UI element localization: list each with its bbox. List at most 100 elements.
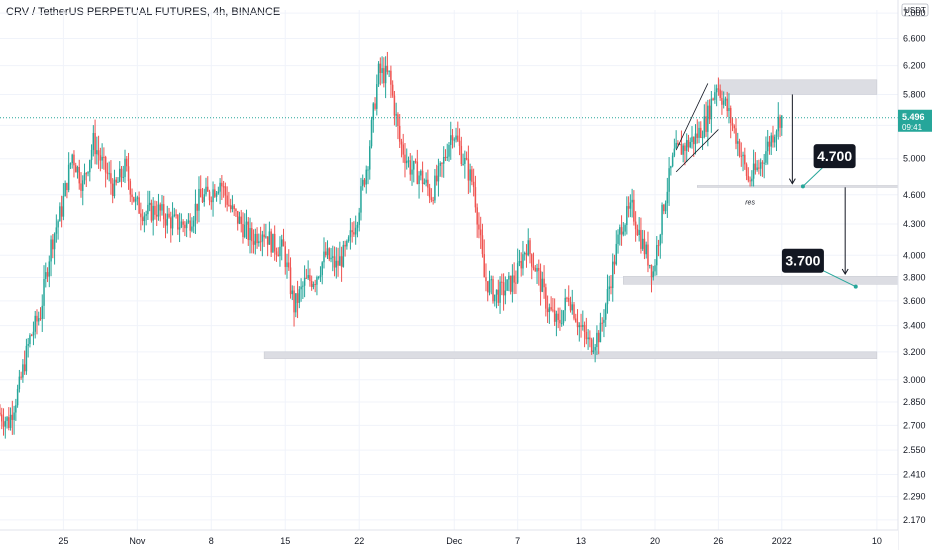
callout-4700-box[interactable] bbox=[813, 144, 856, 169]
candle-body bbox=[342, 244, 345, 267]
candle-body bbox=[641, 238, 644, 249]
candle-body bbox=[166, 213, 169, 226]
candle-body bbox=[32, 331, 35, 336]
candle-body bbox=[707, 105, 709, 132]
candle-body bbox=[677, 142, 679, 145]
candle-body bbox=[775, 131, 778, 137]
candle-body bbox=[226, 195, 228, 205]
candle-body bbox=[742, 154, 744, 157]
candle-body bbox=[340, 256, 343, 267]
candle-body bbox=[365, 169, 367, 185]
candle-body bbox=[8, 417, 10, 428]
candle-body bbox=[71, 154, 73, 164]
candle-body bbox=[608, 286, 610, 289]
candle-body bbox=[316, 277, 318, 285]
candle-body bbox=[768, 141, 771, 147]
candle-body bbox=[80, 183, 82, 191]
candle-body bbox=[582, 324, 584, 327]
callout-3700-dot bbox=[853, 284, 858, 289]
candle-body bbox=[286, 262, 288, 267]
candle-body bbox=[182, 221, 184, 225]
candle-body bbox=[312, 284, 315, 288]
currency-button[interactable] bbox=[901, 3, 929, 17]
x-tick-label: 26 bbox=[713, 536, 723, 546]
candle-body bbox=[390, 70, 392, 85]
candle-body bbox=[41, 305, 44, 319]
candle-body bbox=[682, 145, 684, 155]
candle-body bbox=[275, 251, 278, 255]
candle-body bbox=[127, 166, 130, 182]
candle-body bbox=[208, 191, 211, 201]
x-tick-label: 10 bbox=[872, 536, 882, 546]
y-tick-label: 3.200 bbox=[903, 347, 926, 357]
callout-3700-box[interactable] bbox=[781, 248, 824, 273]
candle-body bbox=[96, 150, 98, 155]
y-tick-label: 5.800 bbox=[903, 89, 926, 99]
candle-body bbox=[46, 272, 49, 277]
support-resistance-zone bbox=[718, 79, 878, 95]
candle-body bbox=[729, 107, 732, 124]
candle-body bbox=[52, 239, 54, 250]
candle-body bbox=[210, 200, 213, 203]
candle-body bbox=[163, 204, 165, 220]
candle-body bbox=[444, 156, 447, 158]
candle-body bbox=[446, 156, 448, 158]
candle-body bbox=[143, 215, 146, 222]
candle-body bbox=[504, 290, 507, 296]
candle-body bbox=[583, 324, 586, 333]
candle-body bbox=[418, 175, 420, 184]
candle-body bbox=[16, 388, 19, 406]
candle-body bbox=[587, 337, 589, 340]
candle-body bbox=[6, 417, 8, 421]
candle-body bbox=[462, 163, 464, 165]
candle-body bbox=[219, 182, 221, 192]
candle-body bbox=[103, 156, 105, 158]
x-tick-label: Dec bbox=[446, 536, 463, 546]
candle-body bbox=[647, 244, 649, 266]
candle-body bbox=[53, 233, 56, 250]
candle-body bbox=[634, 221, 637, 230]
candle-body bbox=[372, 103, 375, 121]
candle-body bbox=[180, 221, 183, 228]
candle-body bbox=[381, 68, 383, 74]
candle-body bbox=[23, 364, 26, 372]
candle-body bbox=[55, 227, 58, 234]
candle-body bbox=[178, 227, 181, 230]
y-tick-label: 4.000 bbox=[903, 250, 926, 260]
candle-body bbox=[701, 137, 704, 139]
candle-body bbox=[471, 169, 473, 182]
y-tick-label: 7.000 bbox=[903, 8, 926, 18]
candle-body bbox=[29, 335, 31, 345]
candle-body bbox=[773, 136, 776, 143]
candle-body bbox=[82, 180, 84, 191]
candle-body bbox=[599, 322, 602, 343]
candle-body bbox=[384, 65, 387, 84]
candle-body bbox=[110, 173, 112, 184]
candle-body bbox=[580, 325, 582, 327]
candle-body bbox=[67, 164, 70, 191]
candle-body bbox=[367, 169, 369, 171]
y-tick-label: 2.410 bbox=[903, 470, 926, 480]
candle-body bbox=[251, 228, 253, 242]
candle-body bbox=[474, 187, 477, 208]
candle-body bbox=[691, 136, 693, 142]
candle-body bbox=[377, 63, 380, 85]
candle-body bbox=[353, 232, 355, 235]
candle-body bbox=[661, 204, 663, 235]
candle-body bbox=[280, 239, 283, 247]
candle-body bbox=[631, 199, 633, 203]
candle-body bbox=[694, 133, 697, 145]
candle-body bbox=[761, 162, 764, 164]
candle-body bbox=[59, 206, 61, 222]
y-tick-label: 6.600 bbox=[903, 34, 926, 44]
candle-body bbox=[266, 236, 269, 245]
y-tick-label: 2.290 bbox=[903, 492, 926, 502]
candle-body bbox=[229, 205, 232, 210]
candle-body bbox=[233, 205, 235, 210]
candle-body bbox=[450, 135, 452, 145]
candle-body bbox=[398, 125, 401, 142]
y-tick-label: 3.400 bbox=[903, 321, 926, 331]
candle-body bbox=[129, 181, 132, 195]
currency-label[interactable]: USDT bbox=[904, 6, 926, 15]
